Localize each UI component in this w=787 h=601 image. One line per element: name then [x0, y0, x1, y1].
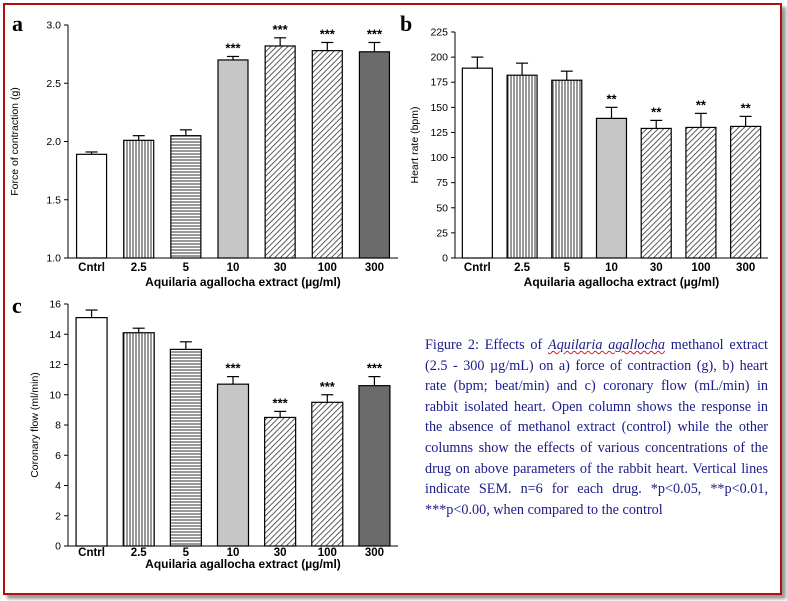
bar-5 — [170, 135, 202, 259]
y-tick-label: 8 — [55, 420, 61, 432]
y-tick-label: 125 — [430, 127, 448, 139]
x-tick-label: 30 — [274, 547, 287, 559]
x-tick-label: 10 — [227, 262, 240, 274]
significance-label: ** — [606, 91, 617, 106]
bar-Cntrl — [75, 153, 108, 259]
y-tick-label: 1.0 — [46, 253, 61, 265]
x-tick-label: 100 — [318, 262, 337, 274]
caption-species: Aquilaria agallocha — [548, 337, 665, 353]
x-axis-label: Aquilaria agallocha extract (µg/ml) — [145, 557, 341, 571]
x-tick-label: 300 — [365, 262, 384, 274]
bar-2.5 — [123, 139, 155, 259]
panel-letter: c — [12, 293, 22, 318]
bar-2.5 — [122, 332, 155, 547]
bar-5 — [551, 79, 583, 259]
bar-300 — [730, 125, 762, 259]
y-tick-label: 225 — [430, 27, 448, 39]
bar-10 — [217, 59, 249, 259]
y-axis-label: Force of contraction (g) — [9, 87, 21, 196]
figure-caption: Figure 2: Effects of Aquilaria agallocha… — [425, 335, 768, 520]
x-tick-label: 5 — [183, 262, 190, 274]
y-tick-label: 16 — [49, 299, 61, 311]
y-tick-label: 75 — [436, 177, 448, 189]
x-tick-label: 300 — [736, 262, 755, 274]
significance-label: ** — [696, 97, 707, 112]
bar-Cntrl — [75, 317, 108, 547]
bar-100 — [311, 401, 344, 547]
bar-30 — [640, 127, 672, 259]
x-tick-label: 300 — [365, 547, 384, 559]
y-tick-label: 2.0 — [46, 136, 61, 148]
y-tick-label: 25 — [436, 227, 448, 239]
x-tick-label: 100 — [691, 262, 710, 274]
x-tick-label: 2.5 — [514, 262, 531, 274]
significance-label: *** — [367, 361, 383, 376]
caption-part1: Figure 2: Effects of — [425, 337, 549, 353]
significance-label: *** — [273, 395, 289, 410]
y-tick-label: 150 — [430, 102, 448, 114]
panel-letter: a — [12, 11, 23, 36]
y-tick-label: 14 — [49, 329, 61, 341]
significance-label: *** — [320, 379, 336, 394]
x-tick-label: Cntrl — [78, 262, 105, 274]
x-axis-label: Aquilaria agallocha extract (µg/ml) — [145, 275, 341, 289]
x-tick-label: 100 — [318, 547, 337, 559]
y-tick-label: 3.0 — [46, 20, 61, 32]
significance-label: *** — [320, 26, 336, 41]
panel-letter: b — [400, 11, 412, 36]
y-tick-label: 50 — [436, 202, 448, 214]
y-tick-label: 4 — [55, 480, 61, 492]
significance-label: *** — [273, 22, 289, 37]
caption-part2: methanol extract (2.5 - 300 µg/mL) on a)… — [425, 337, 769, 518]
bar-2.5 — [506, 74, 538, 259]
x-axis-label: Aquilaria agallocha extract (µg/ml) — [524, 275, 720, 289]
x-tick-label: 30 — [650, 262, 663, 274]
x-tick-label: Cntrl — [78, 547, 105, 559]
y-tick-label: 6 — [55, 450, 61, 462]
y-tick-label: 2.5 — [46, 78, 61, 90]
bar-10 — [216, 383, 250, 547]
y-tick-label: 10 — [49, 389, 61, 401]
bar-30 — [264, 45, 296, 259]
y-tick-label: 12 — [49, 359, 61, 371]
bar-10 — [595, 117, 628, 259]
bar-300 — [358, 385, 391, 547]
x-tick-label: 10 — [605, 262, 618, 274]
y-axis-label: Coronary flow (ml/min) — [29, 372, 41, 478]
significance-label: *** — [225, 40, 241, 55]
bar-300 — [358, 51, 391, 259]
significance-label: ** — [651, 104, 662, 119]
bar-5 — [169, 348, 202, 547]
y-tick-label: 1.5 — [46, 194, 61, 206]
significance-label: ** — [741, 100, 752, 115]
significance-label: *** — [367, 26, 383, 41]
y-tick-label: 175 — [430, 77, 448, 89]
y-tick-label: 200 — [430, 52, 448, 64]
y-axis-label: Heart rate (bpm) — [409, 106, 421, 183]
x-tick-label: 5 — [183, 547, 190, 559]
y-tick-label: 0 — [442, 253, 448, 265]
y-tick-label: 2 — [55, 510, 61, 522]
x-tick-label: 30 — [274, 262, 287, 274]
bar-30 — [264, 416, 297, 547]
x-tick-label: 5 — [564, 262, 571, 274]
bar-100 — [685, 126, 717, 259]
x-tick-label: 10 — [227, 547, 240, 559]
x-tick-label: 2.5 — [131, 262, 148, 274]
x-tick-label: 2.5 — [131, 547, 148, 559]
bar-100 — [311, 50, 343, 259]
x-tick-label: Cntrl — [464, 262, 491, 274]
y-tick-label: 0 — [55, 541, 61, 553]
significance-label: *** — [225, 361, 241, 376]
y-tick-label: 100 — [430, 152, 448, 164]
bar-Cntrl — [461, 67, 493, 259]
